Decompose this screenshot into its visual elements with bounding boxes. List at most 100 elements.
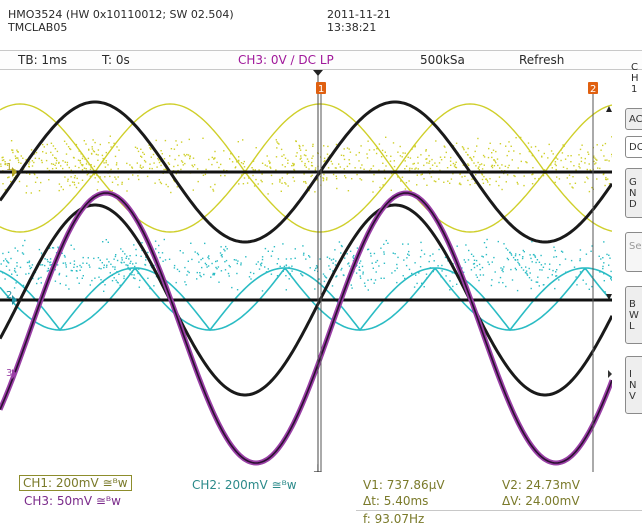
trigger-label[interactable]: CH3: 0V ∕ DC LP bbox=[238, 53, 334, 67]
cursor-2-marker[interactable] bbox=[588, 82, 598, 94]
noise-dot bbox=[431, 164, 434, 166]
noise-dot bbox=[62, 160, 64, 162]
noise-dot bbox=[305, 166, 307, 168]
noise-dot bbox=[323, 280, 326, 283]
noise-dot bbox=[219, 252, 222, 254]
noise-dot bbox=[284, 157, 287, 159]
noise-dot bbox=[459, 173, 461, 175]
noise-dot bbox=[87, 257, 89, 259]
waveform-display[interactable]: ⊥ 1 2 1 2 3 bbox=[0, 70, 615, 475]
noise-dot bbox=[409, 157, 412, 159]
noise-dot bbox=[380, 277, 382, 279]
noise-dot bbox=[26, 261, 29, 264]
noise-dot bbox=[152, 153, 155, 156]
noise-dot bbox=[435, 140, 437, 142]
noise-dot bbox=[134, 277, 136, 280]
noise-dot bbox=[238, 159, 240, 162]
noise-dot bbox=[113, 258, 115, 260]
noise-dot bbox=[444, 256, 447, 259]
noise-dot bbox=[566, 167, 568, 170]
noise-dot bbox=[197, 253, 200, 256]
noise-dot bbox=[608, 264, 610, 266]
noise-dot bbox=[149, 265, 152, 267]
noise-dot bbox=[426, 162, 428, 164]
noise-dot bbox=[94, 277, 96, 279]
scroll-down-icon[interactable] bbox=[606, 294, 612, 300]
noise-dot bbox=[303, 252, 305, 254]
noise-dot bbox=[85, 163, 88, 165]
noise-dot bbox=[117, 282, 119, 284]
noise-dot bbox=[383, 277, 385, 279]
noise-dot bbox=[416, 174, 418, 176]
noise-dot bbox=[76, 265, 78, 268]
noise-dot bbox=[90, 164, 92, 166]
noise-dot bbox=[288, 266, 290, 268]
ch1-scale-label[interactable]: CH1: 200mV ≅ᴮᴡ bbox=[19, 475, 132, 491]
noise-dot bbox=[293, 164, 295, 166]
noise-dot bbox=[491, 279, 493, 281]
noise-dot bbox=[475, 165, 477, 167]
noise-dot bbox=[291, 270, 293, 272]
noise-dot bbox=[366, 157, 369, 159]
noise-dot bbox=[141, 242, 143, 244]
noise-dot bbox=[603, 155, 605, 157]
bandwidth-limit-button[interactable]: B W L bbox=[625, 286, 642, 344]
noise-dot bbox=[309, 256, 311, 258]
ch3-scale-label[interactable]: CH3: 50mV ≅ᴮᴡ bbox=[24, 494, 121, 508]
noise-dot bbox=[415, 274, 417, 276]
noise-dot bbox=[436, 165, 438, 167]
noise-dot bbox=[355, 272, 358, 274]
invert-button[interactable]: I N V bbox=[625, 356, 642, 414]
noise-dot bbox=[602, 144, 604, 147]
noise-dot bbox=[373, 282, 375, 284]
noise-dot bbox=[235, 166, 237, 168]
noise-dot bbox=[420, 241, 422, 244]
noise-dot bbox=[212, 188, 214, 191]
scroll-up-icon[interactable] bbox=[606, 106, 612, 112]
noise-dot bbox=[334, 264, 337, 266]
timebase-label[interactable]: TB: 1ms bbox=[18, 53, 67, 67]
coupling-ac-button[interactable]: AC bbox=[625, 108, 642, 130]
refresh-label[interactable]: Refresh bbox=[519, 53, 565, 67]
noise-dot bbox=[126, 255, 128, 258]
trigger-time-label[interactable]: T: 0s bbox=[102, 53, 130, 67]
noise-dot bbox=[125, 257, 127, 259]
noise-dot bbox=[49, 264, 51, 266]
noise-dot bbox=[539, 269, 541, 271]
noise-dot bbox=[175, 173, 177, 175]
noise-dot bbox=[183, 153, 185, 156]
noise-dot bbox=[63, 254, 66, 257]
ch2-scale-label[interactable]: CH2: 200mV ≅ᴮᴡ bbox=[192, 478, 297, 492]
noise-dot bbox=[19, 266, 22, 269]
noise-dot bbox=[36, 176, 38, 179]
noise-dot bbox=[358, 262, 361, 264]
noise-dot bbox=[17, 159, 20, 161]
noise-dot bbox=[385, 239, 387, 242]
noise-dot bbox=[49, 247, 51, 249]
noise-dot bbox=[45, 159, 48, 162]
noise-dot bbox=[443, 145, 445, 147]
noise-dot bbox=[352, 257, 355, 260]
noise-dot bbox=[60, 186, 62, 188]
coupling-gnd-button[interactable]: G N D bbox=[625, 168, 642, 218]
cursor-1-marker[interactable] bbox=[316, 82, 326, 94]
noise-dot bbox=[260, 264, 262, 267]
noise-dot bbox=[285, 183, 287, 185]
noise-dot bbox=[605, 176, 607, 179]
coupling-dc-button[interactable]: DC bbox=[625, 136, 642, 158]
noise-dot bbox=[331, 163, 334, 165]
noise-dot bbox=[489, 178, 491, 180]
noise-dot bbox=[493, 159, 495, 161]
noise-dot bbox=[363, 168, 365, 170]
noise-dot bbox=[362, 273, 364, 275]
noise-dot bbox=[521, 257, 524, 260]
noise-dot bbox=[303, 173, 305, 175]
noise-dot bbox=[149, 287, 151, 290]
noise-dot bbox=[75, 143, 78, 146]
noise-dot bbox=[12, 149, 14, 151]
setup-button[interactable]: Se bbox=[625, 232, 642, 272]
trigger-position-marker[interactable] bbox=[313, 70, 323, 76]
noise-dot bbox=[476, 145, 478, 147]
noise-dot bbox=[118, 149, 120, 151]
noise-dot bbox=[271, 183, 274, 185]
